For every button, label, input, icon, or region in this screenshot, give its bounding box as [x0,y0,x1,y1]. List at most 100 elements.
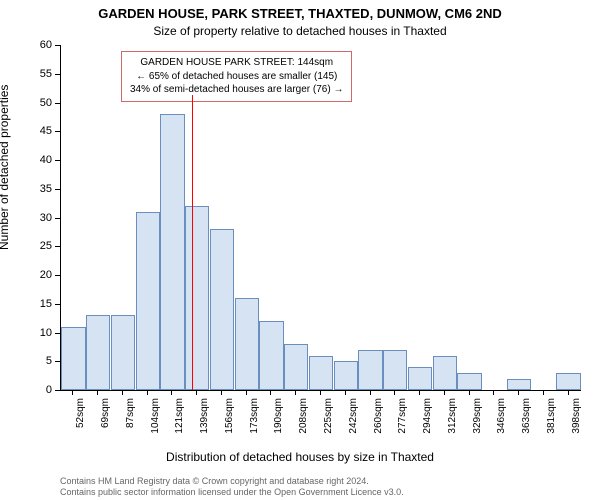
y-tick [55,390,60,391]
y-tick [55,131,60,132]
x-tick [97,390,98,395]
histogram-bar [61,327,85,390]
x-tick-label: 139sqm [199,398,210,434]
x-tick-label: 277sqm [397,398,408,434]
histogram-bar [383,350,407,390]
x-tick-label: 69sqm [100,398,111,428]
x-tick-label: 294sqm [422,398,433,434]
histogram-bar [358,350,382,390]
histogram-bar [334,361,358,390]
y-tick-label: 55 [0,68,52,80]
plot-area: GARDEN HOUSE PARK STREET: 144sqm ← 65% o… [60,45,581,391]
x-tick [221,390,222,395]
histogram-bar [284,344,308,390]
y-tick-label: 40 [0,154,52,166]
y-tick [55,333,60,334]
x-tick [72,390,73,395]
y-tick-label: 10 [0,327,52,339]
x-tick-label: 242sqm [348,398,359,434]
x-tick [246,390,247,395]
x-axis-label: Distribution of detached houses by size … [0,450,600,464]
x-tick-label: 190sqm [273,398,284,434]
x-tick [469,390,470,395]
x-tick-label: 121sqm [174,398,185,434]
histogram-bar [457,373,481,390]
x-tick [518,390,519,395]
y-tick-label: 60 [0,39,52,51]
histogram-bar [259,321,283,390]
x-tick-label: 156sqm [224,398,235,434]
x-tick-label: 173sqm [249,398,260,434]
y-tick [55,74,60,75]
histogram-bar [408,367,432,390]
histogram-bar [235,298,259,390]
x-tick-label: 329sqm [472,398,483,434]
x-tick-label: 104sqm [150,398,161,434]
y-tick [55,304,60,305]
x-tick-label: 312sqm [447,398,458,434]
x-tick-label: 398sqm [571,398,582,434]
footer-line2: Contains public sector information licen… [60,487,404,498]
x-tick [444,390,445,395]
x-tick [171,390,172,395]
y-tick [55,189,60,190]
x-tick [320,390,321,395]
y-tick [55,246,60,247]
x-tick [295,390,296,395]
x-tick [345,390,346,395]
x-tick-label: 52sqm [75,398,86,428]
histogram-bar [309,356,333,391]
histogram-bar [160,114,184,390]
chart-subtitle: Size of property relative to detached ho… [0,24,600,38]
x-tick-label: 225sqm [323,398,334,434]
histogram-bar [210,229,234,390]
y-axis-label: Number of detached properties [0,85,11,250]
x-tick [493,390,494,395]
x-tick [568,390,569,395]
x-tick [147,390,148,395]
x-tick [196,390,197,395]
y-tick-label: 35 [0,183,52,195]
x-tick [270,390,271,395]
y-tick [55,160,60,161]
histogram-bar [86,315,110,390]
footer-attribution: Contains HM Land Registry data © Crown c… [60,476,404,499]
chart-title: GARDEN HOUSE, PARK STREET, THAXTED, DUNM… [0,6,600,21]
x-tick-label: 260sqm [373,398,384,434]
histogram-bar [556,373,580,390]
y-tick [55,361,60,362]
histogram-bar [433,356,457,391]
x-tick [394,390,395,395]
y-tick [55,218,60,219]
histogram-bar [111,315,135,390]
y-tick [55,275,60,276]
x-tick [122,390,123,395]
y-tick-label: 20 [0,269,52,281]
y-tick-label: 50 [0,97,52,109]
y-tick [55,103,60,104]
y-tick-label: 30 [0,212,52,224]
chart-container: GARDEN HOUSE, PARK STREET, THAXTED, DUNM… [0,0,600,500]
annotation-line3: 34% of semi-detached houses are larger (… [130,83,343,97]
y-tick-label: 15 [0,298,52,310]
histogram-bar [507,379,531,391]
footer-line1: Contains HM Land Registry data © Crown c… [60,476,404,487]
x-tick-label: 346sqm [496,398,507,434]
annotation-line2: ← 65% of detached houses are smaller (14… [130,70,343,84]
y-tick-label: 0 [0,384,52,396]
x-tick [370,390,371,395]
y-tick-label: 45 [0,125,52,137]
y-tick [55,45,60,46]
reference-line [192,95,193,390]
x-tick [543,390,544,395]
x-tick [419,390,420,395]
x-tick-label: 87sqm [125,398,136,428]
histogram-bar [136,212,160,390]
y-tick-label: 25 [0,240,52,252]
annotation-box: GARDEN HOUSE PARK STREET: 144sqm ← 65% o… [121,51,352,102]
y-tick-label: 5 [0,355,52,367]
x-tick-label: 208sqm [298,398,309,434]
x-tick-label: 363sqm [521,398,532,434]
x-tick-label: 381sqm [546,398,557,434]
histogram-bar [185,206,209,390]
